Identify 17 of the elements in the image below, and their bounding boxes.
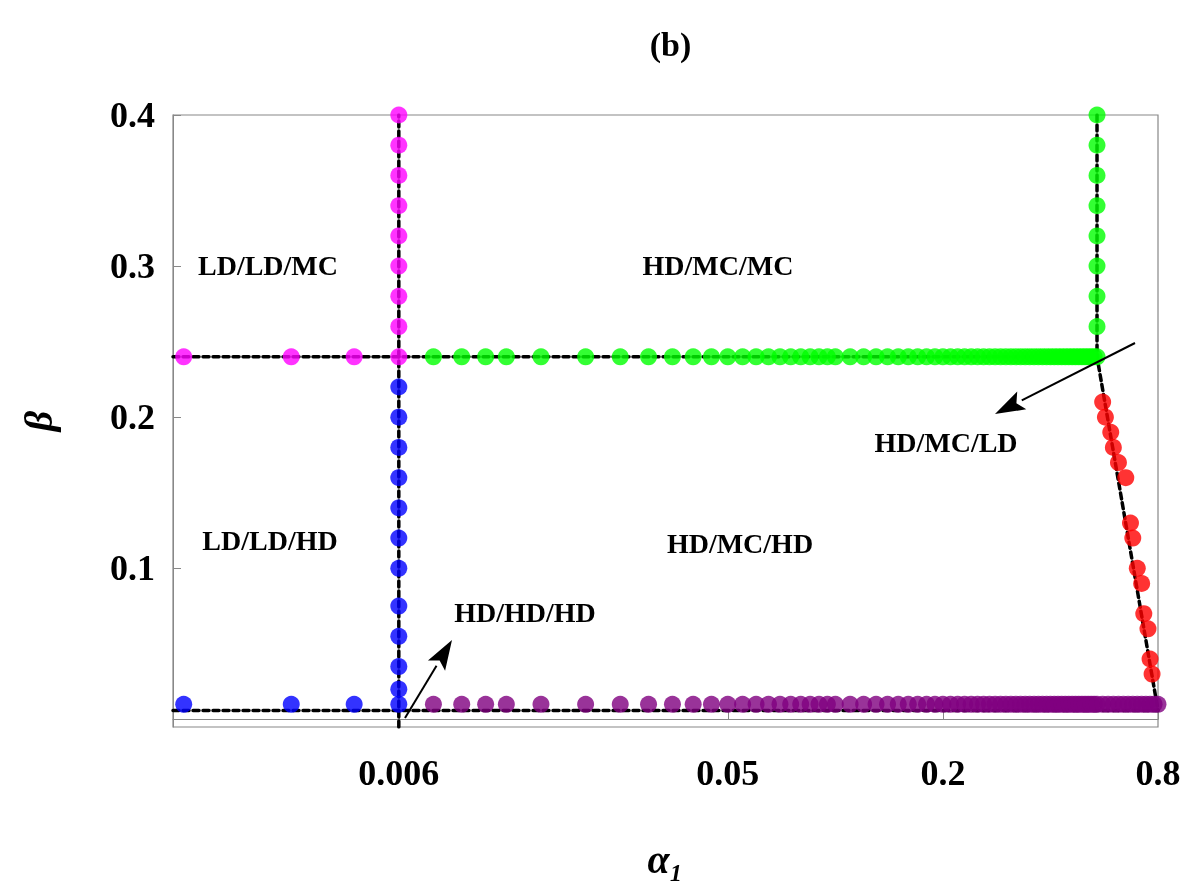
y-tick-label: 0.3 bbox=[110, 246, 155, 287]
x-axis-title: α₁ bbox=[647, 836, 684, 882]
annotation: LD/LD/HD bbox=[202, 524, 338, 556]
annotation: HD/MC/HD bbox=[666, 527, 814, 559]
x-tick-label: 0.006 bbox=[358, 753, 440, 793]
x-tick-label: 0.8 bbox=[1135, 753, 1181, 793]
annotation: HD/MC/LD bbox=[874, 426, 1018, 458]
y-tick-label: 0.1 bbox=[110, 548, 155, 589]
y-tick-label: 0.4 bbox=[110, 95, 155, 135]
y-axis-title: β bbox=[15, 410, 61, 434]
chart-title: (b) bbox=[649, 25, 692, 64]
annotation: HD/MC/MC bbox=[642, 249, 794, 281]
annotation: LD/LD/MC bbox=[198, 249, 338, 281]
x-tick-label: 0.2 bbox=[920, 753, 966, 793]
y-tick-label: 0.2 bbox=[110, 397, 155, 438]
annotation: HD/HD/HD bbox=[454, 596, 596, 628]
x-tick-label: 0.05 bbox=[696, 753, 760, 793]
